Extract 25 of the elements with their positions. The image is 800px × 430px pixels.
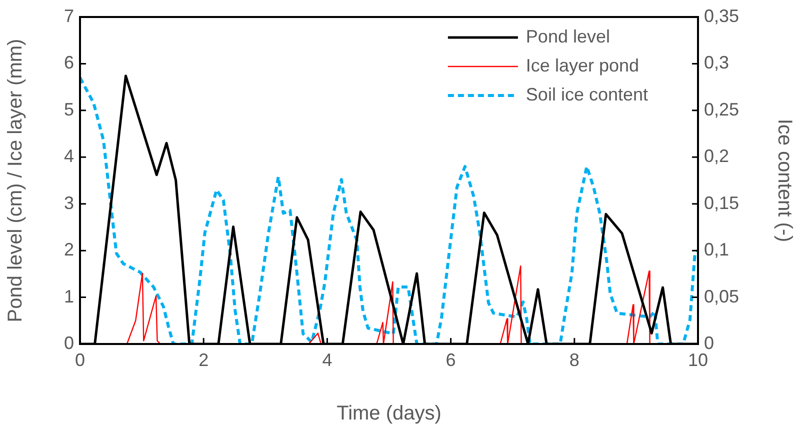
y-tick-label: 4 bbox=[64, 146, 74, 166]
y2-tick-label: 0,05 bbox=[704, 286, 740, 306]
y2-axis-title: Ice content (-) bbox=[773, 118, 796, 242]
y-tick-label: 6 bbox=[64, 52, 74, 73]
x-tick-label: 8 bbox=[569, 350, 580, 370]
y-axis-title: Pond level (cm) / Ice layer (mm) bbox=[4, 38, 27, 322]
y-tick-label: 1 bbox=[64, 286, 74, 306]
x-tick-label: 2 bbox=[198, 350, 209, 370]
x-axis-title: Time (days) bbox=[336, 402, 442, 425]
y-tick-label: 7 bbox=[64, 6, 74, 26]
y2-tick-label: 0,2 bbox=[704, 146, 730, 166]
x-tick-label: 6 bbox=[446, 350, 456, 370]
y2-tick-label: 0,1 bbox=[704, 240, 730, 260]
y2-tick-label: 0,15 bbox=[704, 192, 740, 213]
y-tick-label: 5 bbox=[64, 99, 74, 120]
y-tick-label: 2 bbox=[64, 240, 74, 260]
legend-label: Soil ice content bbox=[526, 84, 648, 104]
y2-tick-label: 0,35 bbox=[704, 6, 740, 26]
legend-label: Pond level bbox=[526, 26, 610, 46]
y2-tick-label: 0,3 bbox=[704, 52, 730, 73]
legend-label: Ice layer pond bbox=[526, 55, 640, 76]
x-tick-label: 4 bbox=[322, 350, 332, 370]
y-tick-label: 0 bbox=[64, 332, 74, 353]
y-tick-label: 3 bbox=[64, 192, 74, 213]
y2-tick-label: 0,25 bbox=[704, 99, 740, 120]
